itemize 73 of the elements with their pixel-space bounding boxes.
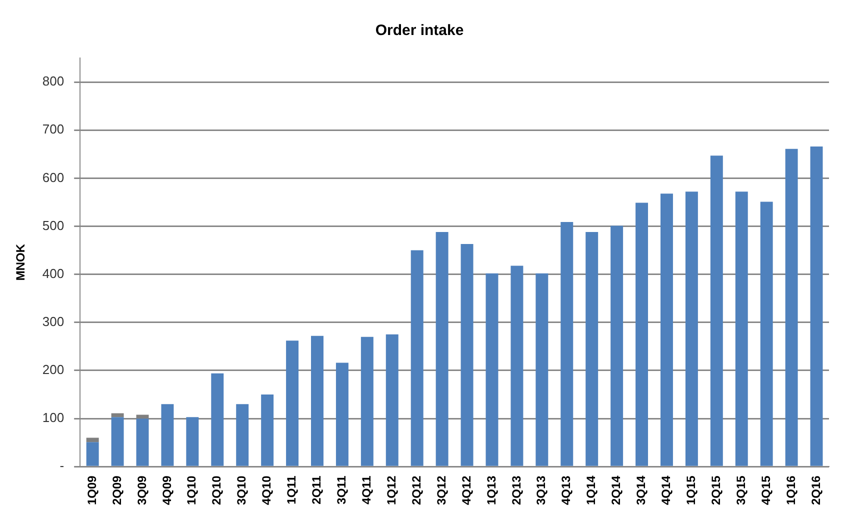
y-tick-label: 600 [42,170,64,185]
y-tick-label: 200 [42,362,64,378]
bar [336,362,348,466]
x-tick-label: 3Q14 [634,475,648,506]
x-tick-label: 4Q14 [659,475,674,506]
chart-title: Order intake [375,22,464,40]
bar [486,273,498,466]
y-tick-label: 300 [42,314,64,329]
x-tick-label: 3Q10 [234,475,249,506]
bar [386,334,398,466]
bar [136,418,149,466]
bar [586,232,598,466]
y-tick-label: 800 [42,74,64,89]
x-tick-label: 1Q11 [284,475,299,504]
bar [186,417,199,466]
x-tick-label: 4Q15 [758,475,773,506]
x-tick-label: 4Q12 [459,475,474,506]
x-tick-label: 1Q12 [384,475,398,506]
x-tick-label: 1Q13 [484,475,498,506]
x-tick-label: 2Q12 [409,475,424,506]
x-tick-label: 1Q14 [584,475,598,506]
x-tick-label: 2Q09 [110,475,124,506]
bar [360,336,374,466]
x-tick-label: 3Q13 [534,475,548,506]
x-tick-label: 3Q15 [734,475,748,506]
bar [710,156,723,466]
bar [211,373,224,466]
bar [785,148,798,466]
bar [236,404,249,466]
x-tick-label: 4Q11 [359,475,374,504]
x-tick-label: 2Q16 [808,475,823,506]
y-tick-label: 700 [42,122,64,137]
x-tick-label: 2Q14 [609,475,624,506]
bar [660,194,673,466]
bar [261,394,274,466]
bar [111,417,124,466]
x-tick-label: 4Q10 [260,475,274,506]
bar [636,202,648,466]
x-tick-label: 2Q15 [708,475,723,506]
bar [560,222,574,466]
x-tick-label: 2Q10 [210,475,224,506]
bar [610,226,624,466]
bar [735,192,748,466]
bar [410,250,424,466]
bar [685,192,698,466]
bar [536,273,548,466]
bar [86,442,99,466]
y-tick-label: - [60,458,64,474]
y-axis-title: MNOK [14,244,28,281]
x-tick-label: 1Q09 [84,475,99,506]
x-tick-label: 1Q16 [784,475,798,506]
x-tick-label: 1Q15 [684,475,698,506]
x-tick-label: 3Q09 [134,475,149,506]
bar [111,413,124,418]
x-tick-label: 2Q11 [310,475,324,504]
bar [311,336,324,466]
bar [86,438,99,442]
bar [810,146,823,466]
y-tick-label: 100 [42,410,64,426]
x-tick-label: 3Q11 [334,475,349,504]
bar [436,232,448,466]
bar [460,244,474,466]
x-tick-label: 2Q13 [509,475,524,506]
y-tick-label: 500 [42,218,64,233]
bar [161,404,174,466]
x-tick-label: 3Q12 [434,475,448,506]
x-tick-label: 4Q09 [160,475,174,506]
x-tick-label: 1Q10 [184,475,199,506]
y-tick-label: 400 [42,266,64,281]
bar [286,340,299,466]
bar [510,266,524,466]
x-tick-label: 4Q13 [559,475,574,506]
bar [760,202,773,466]
